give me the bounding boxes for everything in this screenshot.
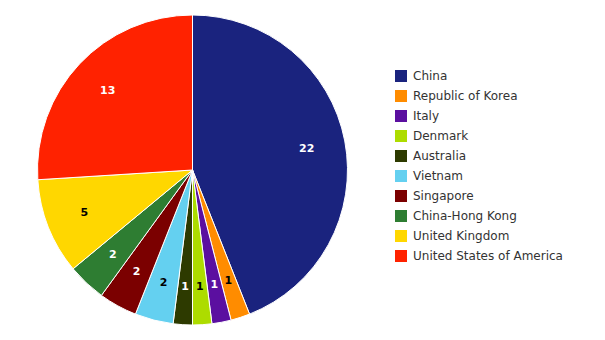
data-label: 2 [160, 276, 168, 289]
legend-swatch [395, 230, 407, 242]
pie: 221111222513 [38, 15, 348, 325]
legend-swatch [395, 210, 407, 222]
legend: China Republic of Korea Italy Denmark Austra… [395, 69, 563, 263]
legend-item: United States of America [395, 249, 563, 263]
legend-label: Australia [413, 149, 466, 163]
legend-item: China-Hong Kong [395, 209, 517, 223]
legend-label: Denmark [413, 129, 468, 143]
legend-item: Republic of Korea [395, 89, 518, 103]
slices [38, 15, 348, 325]
legend-label: China [413, 69, 447, 83]
legend-swatch [395, 90, 407, 102]
legend-label: China-Hong Kong [413, 209, 517, 223]
legend-label: Singapore [413, 189, 474, 203]
legend-item: Vietnam [395, 169, 463, 183]
pie-slice [38, 170, 193, 269]
data-label: 1 [210, 278, 218, 291]
legend-swatch [395, 170, 407, 182]
data-labels: 221111222513 [81, 84, 315, 293]
legend-item: United Kingdom [395, 229, 509, 243]
legend-item: China [395, 69, 447, 83]
data-label: 13 [100, 84, 115, 97]
data-label: 1 [196, 280, 204, 293]
legend-item: Singapore [395, 189, 474, 203]
legend-swatch [395, 130, 407, 142]
legend-swatch [395, 70, 407, 82]
data-label: 2 [109, 248, 117, 261]
data-label: 22 [299, 142, 314, 155]
data-label: 1 [225, 274, 233, 287]
pie-slice [193, 170, 212, 325]
legend-label: Vietnam [413, 169, 463, 183]
legend-swatch [395, 190, 407, 202]
data-label: 2 [133, 265, 141, 278]
legend-label: United Kingdom [413, 229, 509, 243]
legend-item: Australia [395, 149, 466, 163]
legend-label: United States of America [413, 249, 563, 263]
legend-label: Republic of Korea [413, 89, 518, 103]
legend-item: Denmark [395, 129, 468, 143]
legend-swatch [395, 110, 407, 122]
legend-swatch [395, 250, 407, 262]
chart: 221111222513ChinaRepublic of KoreaItalyD… [0, 0, 605, 340]
legend-label: Italy [413, 109, 439, 123]
data-label: 1 [181, 280, 189, 293]
data-label: 5 [81, 206, 89, 219]
pie-slice [38, 15, 193, 180]
legend-item: Italy [395, 109, 439, 123]
legend-swatch [395, 150, 407, 162]
